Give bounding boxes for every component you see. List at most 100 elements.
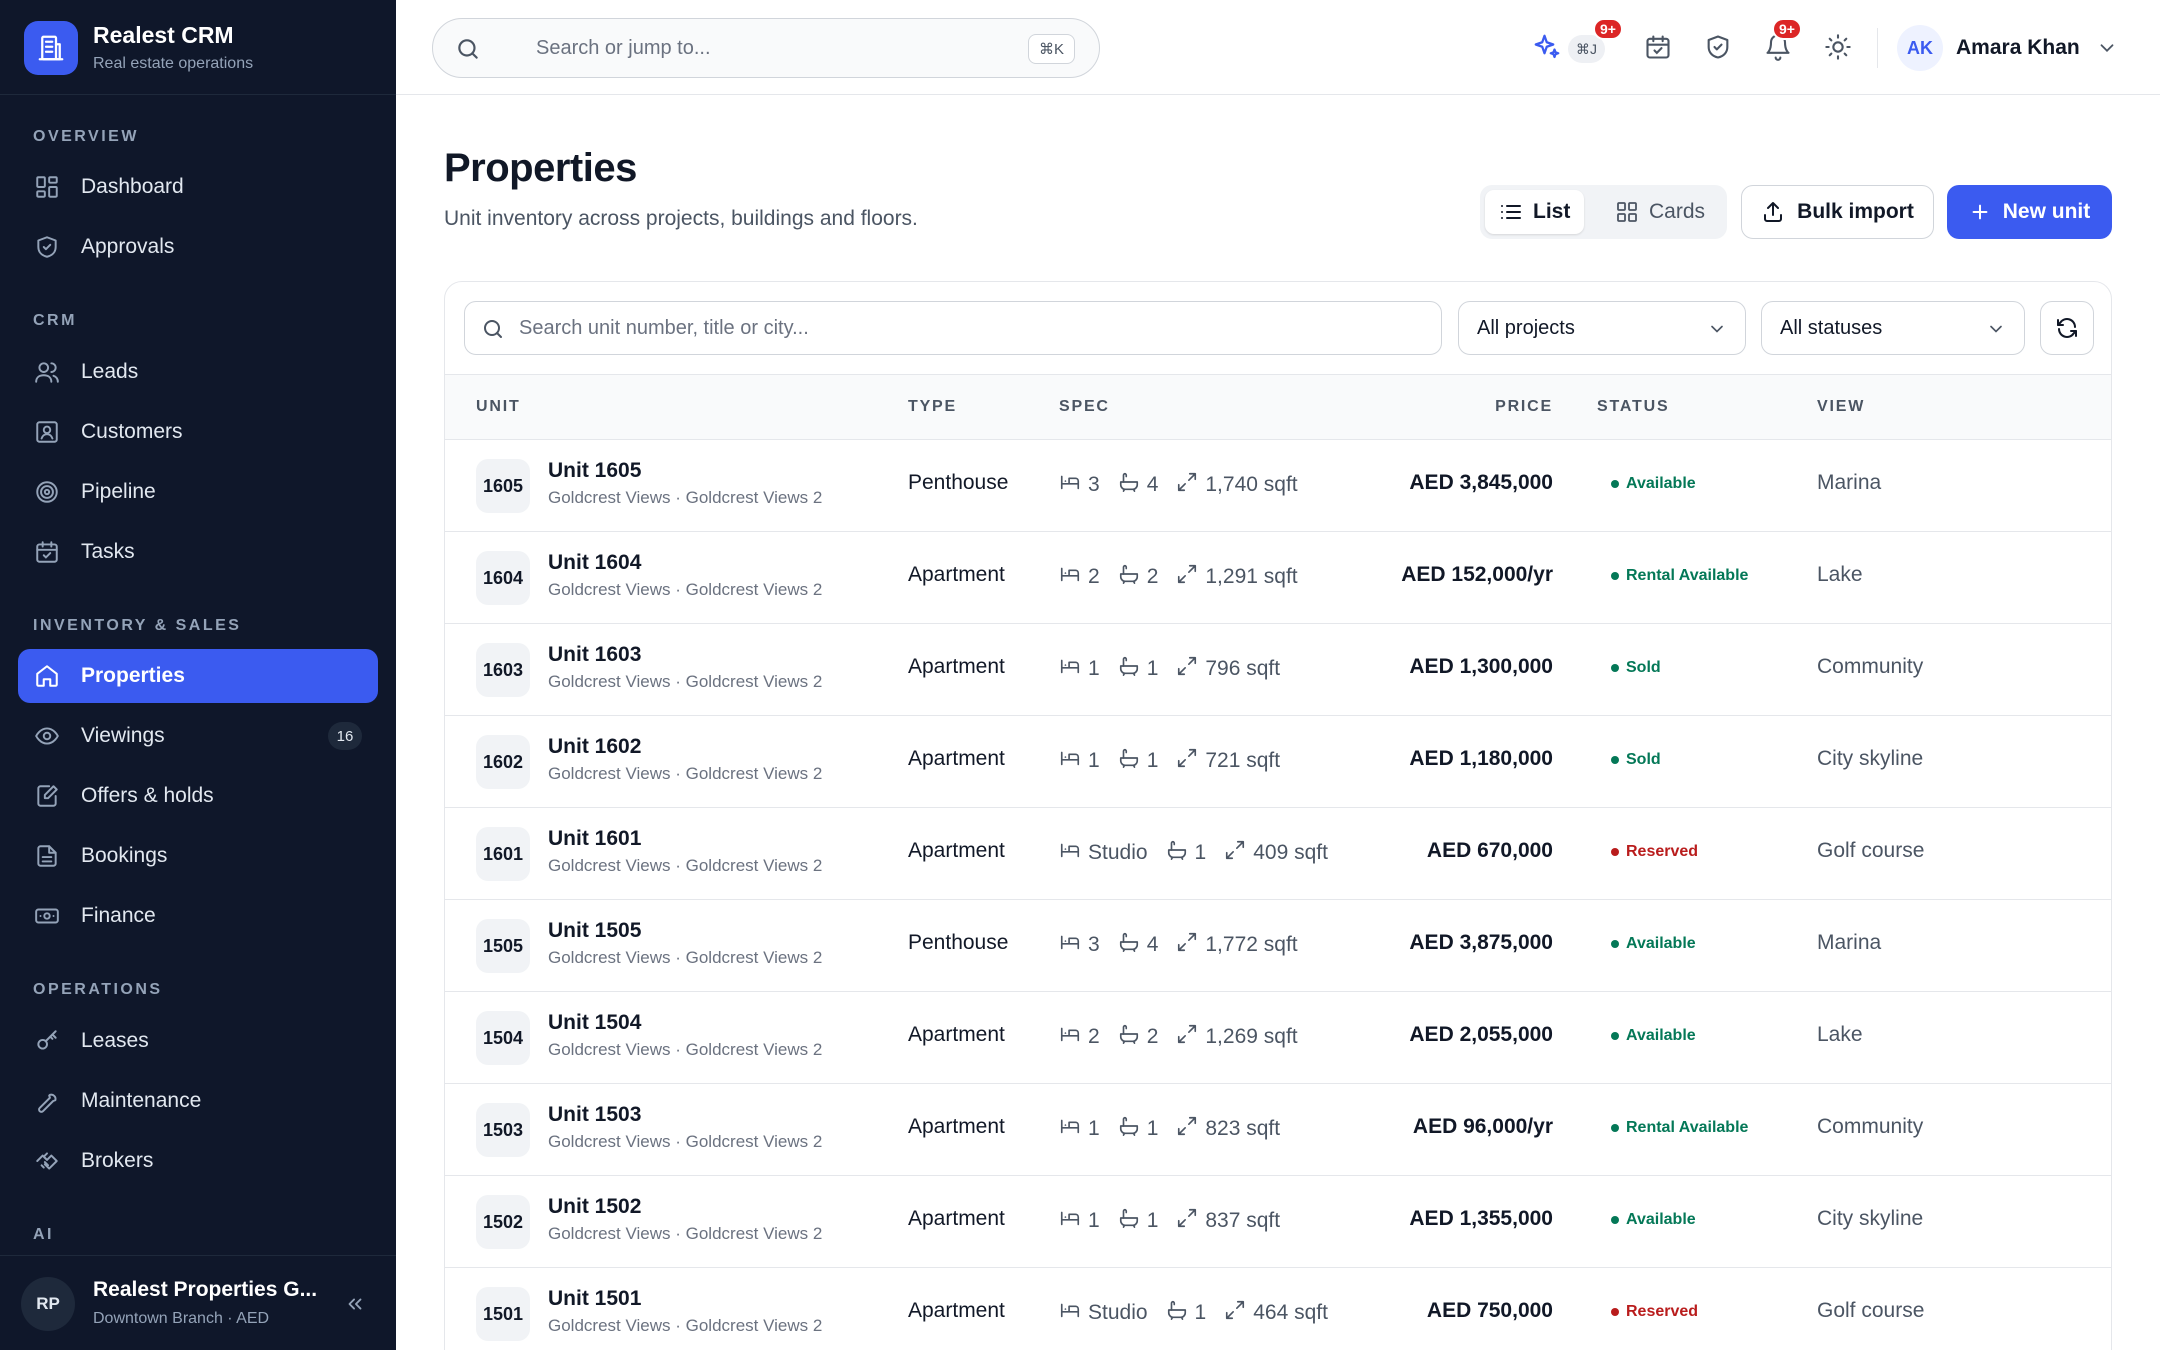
unit-title[interactable]: Unit 1505 [548,919,642,942]
table-row[interactable]: 1604 Unit 1604 Goldcrest Views · Goldcrest… [445,532,2111,624]
org-avatar: RP [21,1277,75,1331]
sidebar-item-pipeline[interactable]: Pipeline [18,465,378,519]
bed-icon [1059,1299,1088,1327]
status-label: Available [1626,475,1696,492]
sidebar-item-customers[interactable]: Customers [18,405,378,459]
unit-type: Apartment [908,1207,1005,1230]
status-label: Available [1626,1211,1696,1228]
sidebar-item-offers[interactable]: Offers & holds [18,769,378,823]
table-row[interactable]: 1502 Unit 1502 Goldcrest Views · Goldcrest… [445,1176,2111,1268]
ai-sparkles-icon[interactable] [1530,30,1564,64]
unit-location: Goldcrest Views · Goldcrest Views 2 [548,1224,823,1243]
area: 796 sqft [1205,657,1281,680]
sidebar-item-approvals[interactable]: Approvals [18,220,378,274]
sidebar-item-finance[interactable]: Finance [18,889,378,943]
status-filter-select[interactable]: All statuses [1761,301,2025,355]
org-switcher[interactable]: RP Realest Properties G... Downtown Bran… [0,1255,396,1350]
table-row[interactable]: 1601 Unit 1601 Goldcrest Views · Goldcrest… [445,808,2111,900]
topbar: Search or jump to... ⌘K ⌘J 9+ 9+ AK Amar… [396,0,2160,95]
unit-title[interactable]: Unit 1602 [548,735,642,758]
sun-icon[interactable] [1821,30,1855,64]
user-name[interactable]: Amara Khan [1956,36,2080,59]
table-row[interactable]: 1503 Unit 1503 Goldcrest Views · Goldcrest… [445,1084,2111,1176]
unit-type: Apartment [908,1023,1005,1046]
table-header: UNIT TYPE SPEC PRICE STATUS VIEW [445,374,2111,440]
area: 1,740 sqft [1205,473,1298,496]
column-header-status[interactable]: STATUS [1597,398,1670,415]
column-header-unit[interactable]: UNIT [476,398,521,415]
global-search-input[interactable]: Search or jump to... ⌘K [432,18,1100,78]
unit-title[interactable]: Unit 1501 [548,1287,642,1310]
unit-spec: 1 1 721 sqft [1059,747,1298,775]
unit-price: AED 152,000/yr [1401,563,1553,586]
unit-title[interactable]: Unit 1503 [548,1103,642,1126]
area: 409 sqft [1253,841,1328,864]
user-avatar[interactable]: AK [1897,25,1943,71]
bulk-import-button[interactable]: Bulk import [1741,185,1934,239]
page-subtitle: Unit inventory across projects, building… [444,207,918,230]
table-row[interactable]: 1501 Unit 1501 Goldcrest Views · Goldcrest… [445,1268,2111,1350]
unit-title[interactable]: Unit 1502 [548,1195,642,1218]
bedrooms: 1 [1088,1209,1100,1232]
bathrooms: 1 [1146,1209,1159,1232]
table-row[interactable]: 1505 Unit 1505 Goldcrest Views · Goldcrest… [445,900,2111,992]
bathrooms: 4 [1146,473,1159,496]
status-badge: Rental Available [1611,567,1748,585]
unit-title[interactable]: Unit 1504 [548,1011,642,1034]
list-view-button[interactable]: List [1485,190,1585,234]
area-icon [1176,1115,1205,1143]
sidebar-item-label: Tasks [81,540,135,563]
unit-number-chip: 1504 [476,1011,530,1065]
unit-title[interactable]: Unit 1605 [548,459,642,482]
project-filter-select[interactable]: All projects [1458,301,1746,355]
status-label: Sold [1626,659,1661,676]
column-header-type[interactable]: TYPE [908,398,957,415]
shield-check-icon [33,233,61,261]
table-row[interactable]: 1605 Unit 1605 Goldcrest Views · Goldcrest… [445,440,2111,532]
chevron-down-icon [1707,319,1727,345]
chevron-down-icon[interactable] [2096,37,2118,64]
table-row[interactable]: 1603 Unit 1603 Goldcrest Views · Goldcrest… [445,624,2111,716]
org-name: Realest Properties G... [93,1278,318,1301]
page-title: Properties [444,146,637,190]
bed-icon [1059,839,1088,867]
column-header-price[interactable]: PRICE [1495,398,1553,415]
column-header-spec[interactable]: SPEC [1059,398,1110,415]
sidebar-item-dashboard[interactable]: Dashboard [18,160,378,214]
bath-icon [1118,1207,1147,1235]
unit-search-placeholder: Search unit number, title or city... [519,317,809,339]
sidebar-item-maintenance[interactable]: Maintenance [18,1074,378,1128]
unit-title[interactable]: Unit 1604 [548,551,642,574]
sidebar-item-label: Offers & holds [81,784,214,807]
sidebar-item-label: Viewings [81,724,165,747]
collapse-sidebar-icon[interactable] [340,1289,370,1319]
topbar-divider [1877,28,1878,68]
sidebar-item-bookings[interactable]: Bookings [18,829,378,883]
unit-search-input[interactable]: Search unit number, title or city... [464,301,1442,355]
bath-icon [1118,747,1147,775]
sidebar-item-brokers[interactable]: Brokers [18,1134,378,1188]
sidebar-item-leads[interactable]: Leads [18,345,378,399]
sidebar-item-leases[interactable]: Leases [18,1014,378,1068]
column-header-view[interactable]: VIEW [1817,398,1866,415]
shield-icon[interactable] [1701,30,1735,64]
calendar-icon[interactable] [1641,30,1675,64]
table-row[interactable]: 1602 Unit 1602 Goldcrest Views · Goldcrest… [445,716,2111,808]
bath-icon [1166,839,1195,867]
sidebar-item-properties[interactable]: Properties [18,649,378,703]
unit-spec: 3 4 1,740 sqft [1059,471,1316,499]
unit-title[interactable]: Unit 1601 [548,827,642,850]
sidebar-item-viewings[interactable]: Viewings 16 [18,709,378,763]
unit-location: Goldcrest Views · Goldcrest Views 2 [548,580,823,599]
refresh-button[interactable] [2040,301,2094,355]
sidebar-item-label: Customers [81,420,183,443]
new-unit-button[interactable]: New unit [1947,185,2112,239]
unit-title[interactable]: Unit 1603 [548,643,642,666]
sidebar-item-label: Bookings [81,844,168,867]
building-logo-icon [24,21,78,75]
table-row[interactable]: 1504 Unit 1504 Goldcrest Views · Goldcrest… [445,992,2111,1084]
sidebar-item-tasks[interactable]: Tasks [18,525,378,579]
upload-icon [1764,202,1783,222]
sidebar-item-label: Leads [81,360,139,383]
cards-view-button[interactable]: Cards [1601,190,1719,234]
